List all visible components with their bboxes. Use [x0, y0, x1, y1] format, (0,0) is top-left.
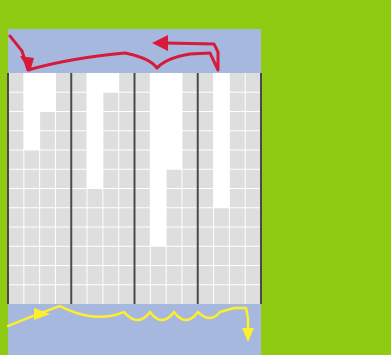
yellow-arrow-head-down: [242, 328, 254, 342]
empty-cells: [213, 73, 230, 208]
column-board: [7, 73, 262, 304]
yellow-wavy-arrow-icon: [6, 304, 254, 342]
empty-cells: [150, 73, 167, 247]
red-arrow-line: [8, 34, 220, 72]
yellow-arrow-line: [6, 304, 250, 332]
empty-cells: [166, 73, 182, 170]
yellow-arrow-head-left: [34, 308, 50, 320]
red-curved-arrow-icon: [8, 34, 220, 72]
red-arrow-head-left: [20, 56, 34, 72]
empty-cells: [102, 73, 119, 93]
red-arrow-head-right: [152, 35, 168, 51]
